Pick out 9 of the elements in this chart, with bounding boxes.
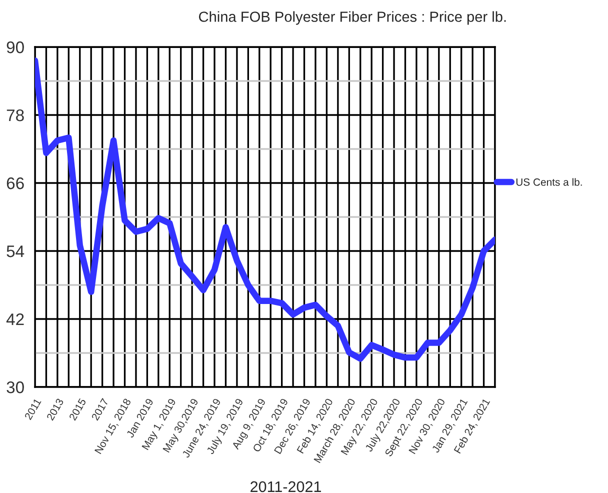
y-tick-label: 90 <box>6 41 24 54</box>
y-tick-label: 54 <box>6 246 24 258</box>
chart-title: China FOB Polyester Fiber Prices : Price per lb. <box>198 11 506 25</box>
y-tick-label: 42 <box>6 313 24 326</box>
y-tick-label: 30 <box>6 381 24 394</box>
y-tick-label: 66 <box>6 177 24 190</box>
y-tick-label: 78 <box>6 109 24 122</box>
legend-label: US Cents a lb. <box>516 178 582 186</box>
text: 2011-2021 <box>250 481 321 492</box>
